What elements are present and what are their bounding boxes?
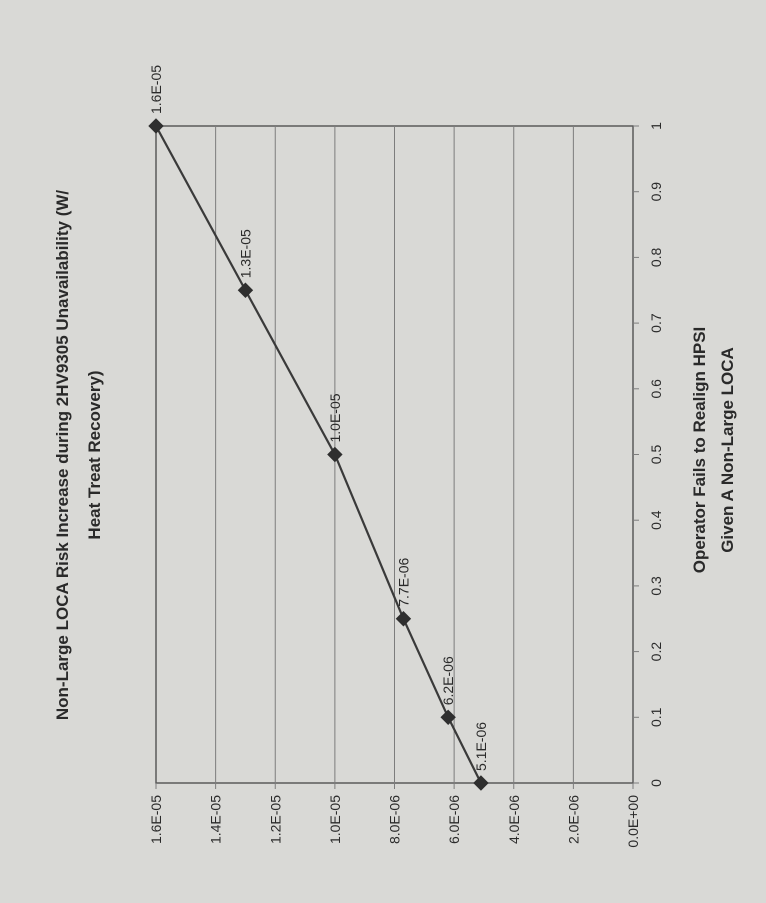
x-tick-label: 0.5 (648, 445, 664, 465)
series-line (155, 125, 482, 784)
y-tick-label: 6.0E-06 (446, 795, 462, 844)
x-axis-title-line-1: Operator Fails to Realign HPSI (690, 327, 709, 574)
data-label: 1.6E-05 (148, 65, 164, 114)
x-tick-label: 0.2 (648, 642, 664, 662)
y-tick-label: 0.0E+00 (625, 795, 641, 848)
x-tick-label: 0.8 (648, 247, 664, 267)
chart-title-line-1: Non-Large LOCA Risk Increase during 2HV9… (53, 190, 72, 721)
y-tick-label: 4.0E-06 (506, 795, 522, 844)
y-tick-label: 1.2E-05 (267, 795, 283, 844)
x-tick-label: 0 (648, 779, 664, 787)
data-label: 1.0E-05 (327, 393, 343, 442)
x-tick-label: 0.9 (648, 182, 664, 202)
data-point (237, 282, 254, 298)
x-axis-title-line-2: Given A Non-Large LOCA (718, 347, 737, 553)
x-tick-label: 0.3 (648, 576, 664, 596)
data-point (327, 446, 343, 463)
y-tick-label: 2.0E-06 (565, 795, 581, 844)
y-tick-label: 1.4E-05 (208, 795, 224, 844)
data-label: 7.7E-06 (395, 558, 411, 607)
chart-title-line-2: Heat Treat Recovery) (85, 370, 104, 539)
y-tick-label: 1.6E-05 (148, 795, 164, 844)
x-tick-label: 0.6 (648, 379, 664, 399)
x-tick-label: 0.7 (648, 313, 664, 333)
data-point (440, 709, 456, 726)
data-point (473, 775, 489, 791)
data-label: 6.2E-06 (440, 656, 456, 705)
data-label: 1.3E-05 (237, 229, 253, 278)
x-tick-label: 0.1 (648, 707, 664, 727)
data-point (148, 118, 164, 134)
y-tick-label: 1.0E-05 (327, 795, 343, 844)
data-point (395, 611, 412, 627)
x-tick-label: 0.4 (648, 510, 664, 530)
y-tick-label: 8.0E-06 (387, 795, 403, 844)
data-label: 5.1E-06 (473, 722, 489, 771)
x-tick-label: 1 (648, 122, 664, 130)
